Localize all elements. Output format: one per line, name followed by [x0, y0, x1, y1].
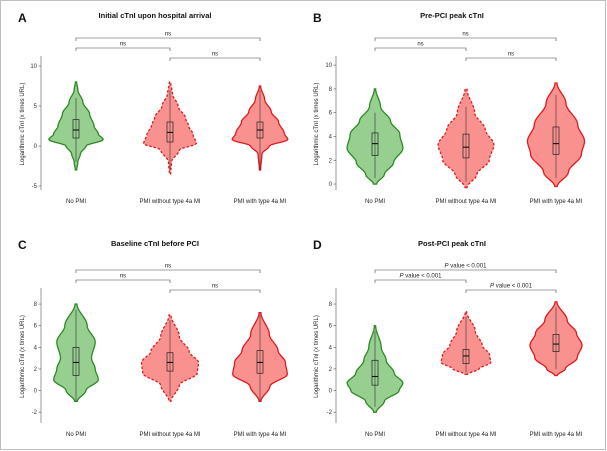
panel-letter: C: [18, 238, 27, 252]
comparison-label: P value < 0.001: [490, 284, 533, 290]
panel-a: A Initial cTnI upon hospital arrival -5 0 5 1…: [18, 11, 289, 205]
y-axis-title: Logarithmic cTnI (x times URL): [314, 83, 320, 166]
x-category-label: PMI without type 4a MI: [139, 199, 200, 205]
p-value-text: value < 0.001: [449, 264, 488, 270]
panel-title: Initial cTnI upon hospital arrival: [99, 11, 212, 20]
comparison-label: ns: [120, 42, 126, 48]
y-tick-label: 6: [329, 111, 333, 117]
panel-d: D Post-PCI peak cTnI -2 0 2 4 6 8 Logarithmic cT…: [313, 238, 583, 438]
x-category-label: PMI with type 4a MI: [234, 199, 287, 205]
comparison-bracket: [75, 37, 261, 41]
comparison-bracket: [374, 37, 557, 41]
comparison-bracket: [169, 57, 261, 61]
x-category-label: No PMI: [66, 432, 86, 438]
panel-letter: B: [313, 11, 322, 25]
x-category-label: No PMI: [66, 199, 86, 205]
p-value-text: value < 0.001: [404, 274, 443, 280]
y-tick-label: 0: [34, 144, 38, 150]
y-tick-label: 8: [329, 302, 333, 308]
box-iqr: [72, 119, 80, 139]
y-tick-label: -2: [32, 410, 38, 416]
y-tick-label: 6: [329, 324, 333, 330]
comparison-label: ns: [417, 42, 423, 48]
p-symbol: P: [490, 284, 494, 290]
y-tick-label: 0: [34, 389, 38, 395]
panel-letter: D: [313, 238, 322, 252]
x-category-label: No PMI: [365, 199, 385, 205]
y-axis-title: Logarithmic cTnI (x times URL): [314, 315, 320, 398]
y-tick-label: 6: [34, 324, 38, 330]
comparison-bracket: [169, 289, 261, 293]
comparison-bracket: [465, 289, 557, 293]
y-tick-label: 0: [329, 389, 333, 395]
comparison-label: ns: [212, 52, 218, 58]
box-iqr: [371, 359, 379, 386]
x-category-label: PMI with type 4a MI: [234, 432, 287, 438]
comparison-label: ns: [462, 32, 468, 38]
y-tick-label: 8: [34, 302, 38, 308]
p-symbol: P: [445, 264, 449, 270]
y-tick-label: -2: [327, 410, 333, 416]
y-tick-label: -5: [32, 184, 38, 190]
y-tick-label: 8: [329, 87, 333, 93]
y-axis-title: Logarithmic cTnI (x times URL): [20, 315, 26, 398]
comparison-bracket: [75, 279, 171, 283]
x-category-label: No PMI: [365, 432, 385, 438]
y-axis-title: Logarithmic cTnI (x times URL): [20, 83, 26, 166]
box-iqr: [371, 132, 379, 156]
comparison-label: ns: [120, 274, 126, 280]
y-tick-label: 10: [30, 64, 37, 70]
panel-title: Baseline cTnI before PCI: [111, 239, 199, 248]
y-tick-label: 2: [329, 158, 333, 164]
panel-letter: A: [18, 11, 27, 25]
panel-c: C Baseline cTnI before PCI -2 0 2 4 6 8 Logarith…: [18, 238, 288, 438]
y-tick-label: 0: [329, 182, 333, 188]
x-category-label: PMI without type 4a MI: [435, 199, 496, 205]
box-iqr: [72, 346, 80, 376]
comparison-label: ns: [212, 284, 218, 290]
y-tick-label: 2: [34, 367, 38, 373]
y-tick-label: 10: [325, 63, 332, 69]
x-category-label: PMI with type 4a MI: [530, 432, 583, 438]
comparison-label: P value < 0.001: [445, 264, 488, 270]
panel-title: Post-PCI peak cTnI: [418, 239, 486, 248]
p-symbol: P: [400, 274, 404, 280]
panel-b: B Pre-PCI peak cTnI 0 2 4 6 8 10 Logarithmic cTn…: [313, 11, 586, 205]
panel-title: Pre-PCI peak cTnI: [420, 11, 484, 20]
y-tick-label: 5: [34, 104, 38, 110]
comparison-label: ns: [165, 264, 171, 270]
y-tick-label: 4: [329, 134, 333, 140]
comparison-bracket: [374, 269, 557, 273]
comparison-bracket: [374, 279, 467, 283]
comparison-label: P value < 0.001: [400, 274, 443, 280]
p-value-text: value < 0.001: [494, 284, 533, 290]
x-category-label: PMI with type 4a MI: [530, 199, 583, 205]
comparison-label: ns: [165, 32, 171, 38]
comparison-bracket: [374, 47, 467, 51]
y-tick-label: 2: [329, 367, 333, 373]
x-category-label: PMI without type 4a MI: [435, 432, 496, 438]
box-iqr: [462, 133, 470, 159]
box-iqr: [552, 126, 560, 155]
box-iqr: [552, 333, 560, 352]
comparison-bracket: [75, 47, 171, 51]
y-tick-label: 4: [34, 345, 38, 351]
y-tick-label: 4: [329, 345, 333, 351]
comparison-bracket: [75, 269, 261, 273]
comparison-label: ns: [508, 52, 514, 58]
comparison-bracket: [465, 57, 557, 61]
x-category-label: PMI without type 4a MI: [139, 432, 200, 438]
